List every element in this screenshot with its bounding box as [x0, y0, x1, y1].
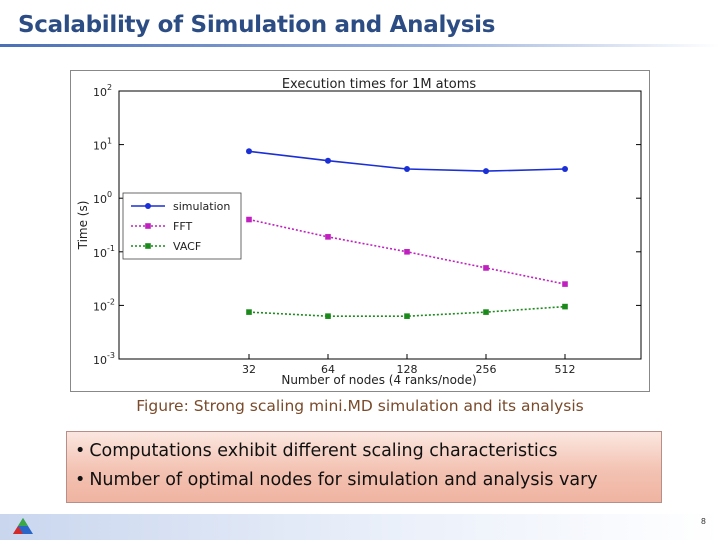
- legend: simulation FFT VACF: [122, 192, 242, 260]
- chart-frame: Execution times for 1M atoms 102 101 100 10…: [70, 70, 650, 392]
- footer-bar: [0, 514, 720, 540]
- bullet-dot-icon: •: [75, 441, 86, 461]
- series-layer: [246, 148, 568, 319]
- execution-time-chart: Execution times for 1M atoms 10210110010…: [76, 77, 642, 387]
- y-tick-label: 102: [93, 83, 112, 99]
- data-point-simulation: [562, 166, 568, 173]
- data-point-vacf: [325, 313, 331, 319]
- bullet-dot-icon: •: [75, 470, 86, 490]
- y-tick-exponent: -1: [107, 244, 115, 253]
- data-point-vacf: [404, 313, 410, 319]
- x-tick-label: 128: [397, 363, 418, 376]
- legend-label: VACF: [173, 240, 201, 253]
- legend-marker: [145, 243, 151, 249]
- slide-title: Scalability of Simulation and Analysis: [18, 12, 496, 38]
- x-tick-label: 512: [555, 363, 576, 376]
- legend-label: FFT: [173, 220, 192, 233]
- bullet-item: • Computations exhibit different scaling …: [75, 441, 558, 461]
- y-tick-exponent: 0: [107, 190, 112, 199]
- y-tick-label: 10-1: [93, 244, 115, 260]
- title-divider: [0, 44, 720, 47]
- legend-marker: [145, 203, 151, 209]
- legend-label: simulation: [173, 200, 230, 213]
- data-point-simulation: [325, 157, 331, 164]
- x-axis: 32 64 128 256 512: [242, 354, 576, 376]
- y-tick-exponent: -2: [107, 297, 115, 306]
- data-point-fft: [562, 281, 568, 287]
- data-point-vacf: [483, 309, 489, 315]
- data-point-simulation: [404, 166, 410, 173]
- y-axis-label: Time (s): [76, 201, 90, 251]
- data-point-vacf: [562, 303, 568, 310]
- data-point-vacf: [246, 309, 252, 315]
- data-point-simulation: [246, 148, 252, 155]
- x-axis-label: Number of nodes (4 ranks/node): [281, 373, 476, 387]
- data-point-fft: [404, 249, 410, 255]
- data-point-fft: [325, 234, 331, 240]
- legend-box: [122, 192, 242, 260]
- y-tick-label: 100: [93, 190, 112, 206]
- page-number: 8: [700, 517, 706, 526]
- data-point-fft: [483, 265, 489, 271]
- x-tick-label: 32: [242, 363, 256, 376]
- x-tick-label: 256: [476, 363, 497, 376]
- figure-caption: Figure: Strong scaling mini.MD simulatio…: [136, 397, 584, 415]
- series-line-vacf: [248, 305, 566, 317]
- x-tick-label: 64: [321, 363, 335, 376]
- bullet-item: • Number of optimal nodes for simulation …: [75, 470, 598, 490]
- y-tick-exponent: 2: [107, 83, 112, 92]
- y-tick-label: 101: [93, 137, 112, 153]
- bullet-box: • Computations exhibit different scaling …: [66, 431, 662, 503]
- lab-logo-icon: [13, 518, 33, 534]
- y-tick-label: 10-2: [93, 297, 115, 313]
- y-tick-exponent: -3: [107, 351, 115, 360]
- chart-title: Execution times for 1M atoms: [282, 77, 477, 92]
- data-point-simulation: [483, 168, 489, 175]
- y-tick-label: 10-3: [93, 351, 115, 367]
- legend-marker: [145, 223, 151, 229]
- y-tick-exponent: 1: [107, 137, 112, 146]
- data-point-fft: [246, 216, 252, 223]
